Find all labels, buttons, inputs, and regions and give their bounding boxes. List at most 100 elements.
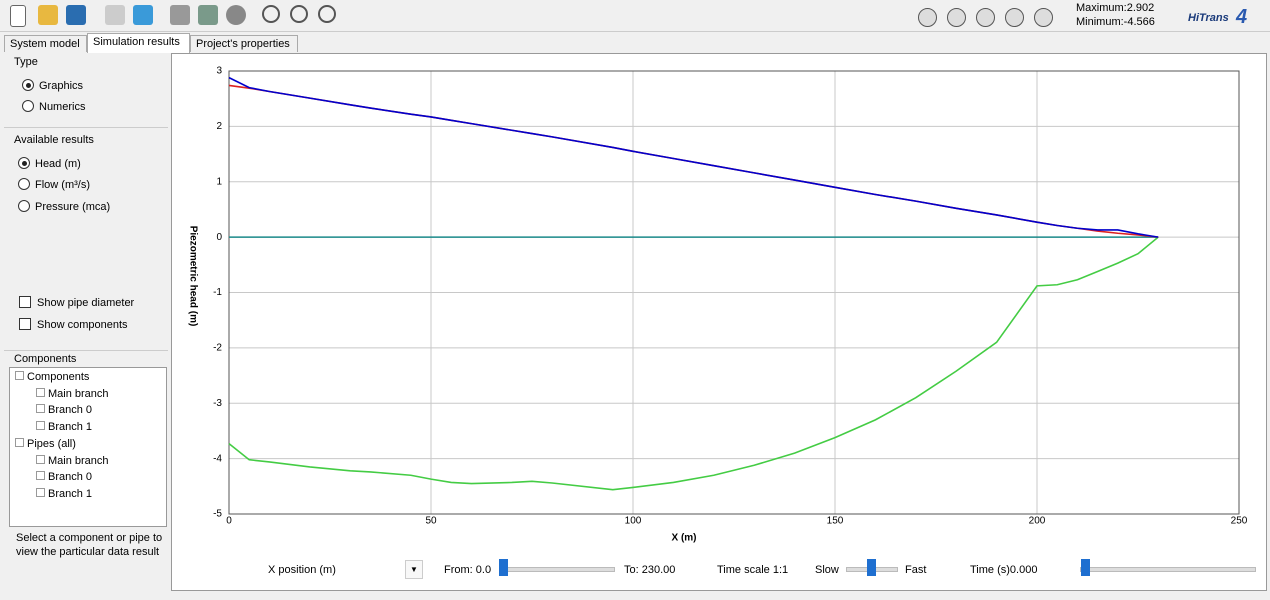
y-tick-label: -1 <box>213 287 222 298</box>
x-axis-label: X (m) <box>672 533 697 544</box>
tree-label: Branch 0 <box>48 471 93 484</box>
plot-frame <box>228 70 1240 515</box>
checkbox[interactable]: Show components <box>19 318 128 331</box>
y-tick-label: 3 <box>216 66 222 77</box>
radio-label: Flow (m³/s) <box>35 179 90 191</box>
y-tick-label: 2 <box>216 121 222 132</box>
tree-item[interactable]: Branch 1 <box>36 487 93 500</box>
checkbox-label: Show components <box>37 319 128 331</box>
expander[interactable] <box>36 387 45 397</box>
time-slider[interactable] <box>1080 567 1256 572</box>
control-label: Time scale 1:1 <box>717 564 789 576</box>
first-button[interactable] <box>918 8 937 27</box>
slider-thumb[interactable] <box>1081 559 1090 576</box>
expander[interactable] <box>36 471 45 481</box>
radio-option[interactable]: Numerics <box>22 100 85 113</box>
group-title: Type <box>14 56 38 68</box>
tree-label: Main branch <box>48 387 109 400</box>
x-tick-label: 50 <box>425 516 437 527</box>
separator <box>4 127 168 128</box>
radio-option[interactable]: Head (m) <box>18 157 81 170</box>
control-label: To: 230.00 <box>624 564 676 576</box>
query-icon[interactable] <box>105 5 125 25</box>
last-button[interactable] <box>1034 8 1053 27</box>
control-label: Slow <box>815 564 839 576</box>
tree-item[interactable]: Pipes (all) <box>15 437 76 450</box>
data-line <box>228 76 1159 238</box>
network-icon[interactable] <box>170 5 190 25</box>
tab[interactable]: System model <box>4 35 87 52</box>
tree-item[interactable]: Main branch <box>36 454 109 467</box>
tree-item[interactable]: Branch 0 <box>36 471 92 483</box>
pause-button[interactable] <box>976 8 995 27</box>
radio-option[interactable]: Flow (m³/s) <box>18 178 90 191</box>
tree-label: Main branch <box>48 454 109 467</box>
dropdown[interactable]: ▼ <box>405 560 423 579</box>
tree-label: Components <box>27 371 90 383</box>
from-slider[interactable] <box>500 567 615 572</box>
slider-thumb[interactable] <box>867 559 876 576</box>
checkbox-label: Show pipe diameter <box>37 297 135 309</box>
radio-label: Graphics <box>39 80 84 92</box>
components-tree: Components Main branch Branch 0 Branch 1 Pip… <box>9 367 167 527</box>
logo: HiTrans <box>1188 12 1229 24</box>
expander[interactable] <box>15 437 24 447</box>
new-icon[interactable] <box>10 5 26 27</box>
y-axis-label: Piezometric head (m) <box>187 226 198 327</box>
tree-label: Branch 1 <box>48 487 93 500</box>
hint-text: Select a component or pipe to view the p… <box>16 532 163 558</box>
separator <box>4 350 168 351</box>
tree-item[interactable]: Components <box>15 371 89 383</box>
monitor-icon[interactable] <box>133 5 153 25</box>
tab-active[interactable]: Simulation results <box>87 33 190 53</box>
radio-label: Head (m) <box>35 158 81 170</box>
toolbar: Maximum:2.902 Minimum:-4.566 HiTrans 4 <box>0 0 1270 32</box>
radio-option[interactable]: Pressure (mca) <box>18 200 110 213</box>
control-label: Time (s)0.000 <box>970 564 1038 576</box>
slider-thumb[interactable] <box>499 559 508 576</box>
y-tick-label: -2 <box>213 343 222 354</box>
checkbox[interactable]: Show pipe diameter <box>19 296 134 309</box>
zoom-icon[interactable] <box>262 5 280 23</box>
save-icon[interactable] <box>66 5 86 25</box>
x-tick-label: 200 <box>1029 516 1046 527</box>
tree-item[interactable]: Main branch <box>36 387 109 400</box>
group-title: Components <box>14 353 77 365</box>
data-line <box>228 236 1159 491</box>
tree-label: Pipes (all) <box>27 437 76 450</box>
stop-button[interactable] <box>1005 8 1024 27</box>
tab[interactable]: Project's properties <box>190 35 298 52</box>
x-tick-label: 0 <box>226 516 232 527</box>
radio-label: Numerics <box>39 101 86 113</box>
logo-version: 4 <box>1236 6 1248 28</box>
open-icon[interactable] <box>38 5 58 25</box>
expander[interactable] <box>36 454 45 464</box>
y-tick-label: 0 <box>216 232 222 243</box>
control-label: X position (m) <box>268 564 336 576</box>
settings-icon[interactable] <box>226 5 246 25</box>
tree-item[interactable]: Branch 0 <box>36 404 92 416</box>
chart-panel <box>171 53 1267 591</box>
y-tick-label: 1 <box>216 176 222 187</box>
expander[interactable] <box>36 404 45 414</box>
expander[interactable] <box>15 371 24 380</box>
x-tick-label: 250 <box>1231 516 1248 527</box>
x-tick-label: 100 <box>625 516 642 527</box>
expander[interactable] <box>36 421 45 431</box>
group-title: Available results <box>14 134 94 146</box>
minimum-label: Minimum:-4.566 <box>1076 16 1155 28</box>
zoom-out-icon[interactable] <box>318 5 336 23</box>
y-tick-label: -4 <box>213 453 222 464</box>
tree-item[interactable]: Branch 1 <box>36 421 92 433</box>
zoom-in-icon[interactable] <box>290 5 308 23</box>
control-label: From: 0.0 <box>444 564 492 576</box>
radio-option[interactable]: Graphics <box>22 79 83 92</box>
tank-icon[interactable] <box>198 5 218 25</box>
expander[interactable] <box>36 487 45 497</box>
y-tick-label: -5 <box>213 509 222 520</box>
tree-label: Branch 0 <box>48 404 93 417</box>
y-tick-label: -3 <box>213 398 222 409</box>
play-button[interactable] <box>947 8 966 27</box>
